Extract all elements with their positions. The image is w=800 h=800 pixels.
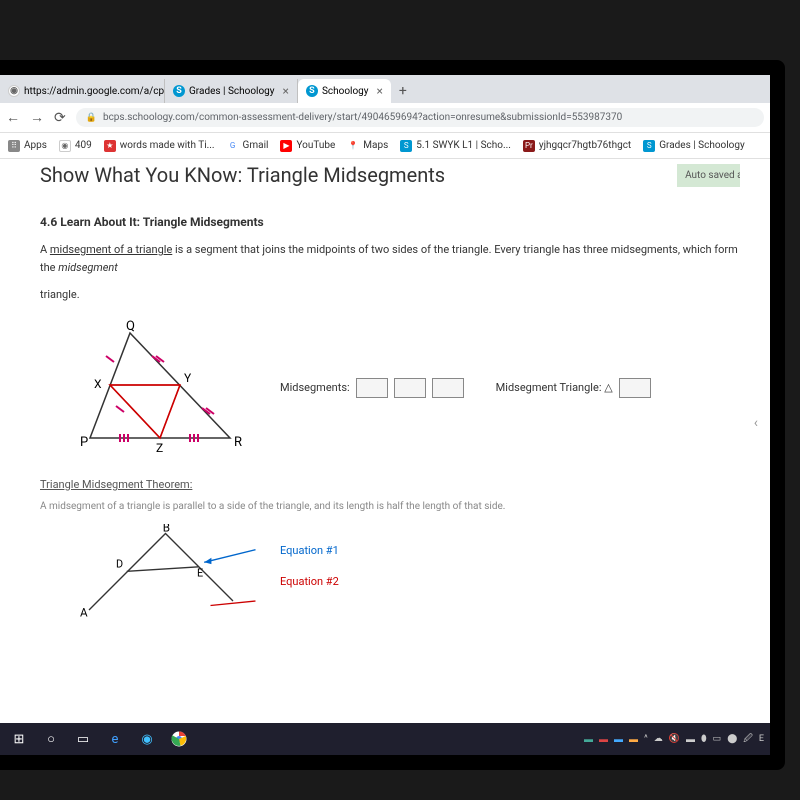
close-icon[interactable]: × [377, 84, 383, 98]
bookmark-youtube[interactable]: ▶YouTube [280, 140, 335, 152]
windows-taskbar: ⊞ ○ ▭ e ◉ ▬ ▬ ▬ ▬ ^ ☁ 🔇 ▬ ⬮ ▭ ⬤ 🖉 E [0, 723, 770, 755]
gmail-icon: G [227, 140, 239, 152]
chrome-icon[interactable] [166, 726, 192, 752]
page-content: Show What You KNow: Triangle Midsegments… [40, 159, 740, 719]
tray-icon[interactable]: ⬤ [727, 734, 737, 744]
schoology-icon: S [173, 85, 185, 97]
equation-labels: Equation #1 Equation #2 [280, 524, 339, 588]
autosave-badge: Auto saved at: 22 [677, 164, 740, 187]
edge-icon[interactable]: e [102, 726, 128, 752]
pr-icon: Pr [523, 140, 535, 152]
star-icon: ★ [104, 140, 116, 152]
intro-text-2: triangle. [40, 286, 740, 304]
vertex-a: A [80, 605, 88, 619]
tab-google-admin[interactable]: ◉ https://admin.google.com/a/cpa × [0, 79, 165, 103]
onedrive-icon[interactable]: ☁ [654, 734, 663, 744]
tray-text: E [759, 734, 764, 744]
figure-1: P Q R X Y Z Midsegments: Midsegment Tria… [70, 318, 740, 458]
intro-text: A midsegment of a triangle is a segment … [40, 241, 740, 276]
scroll-indicator[interactable]: ‹ [754, 415, 758, 431]
midsegment-input-1[interactable] [356, 378, 388, 398]
schoology-icon: S [643, 140, 655, 152]
bookmark-maps[interactable]: 📍Maps [347, 140, 388, 152]
tab-title: Schoology [322, 86, 369, 97]
figure-2: A B D E Equation #1 Equation #2 [80, 524, 740, 624]
vertex-r: R [234, 435, 242, 450]
bookmarks-bar: ⠿Apps ◉409 ★words made with Ti... GGmail… [0, 133, 770, 159]
triangle-abc-diagram: A B D E [80, 524, 260, 624]
midsegment-input-2[interactable] [394, 378, 426, 398]
midsegments-label: Midsegments: [280, 381, 350, 394]
midpoint-d: D [116, 557, 123, 570]
vertex-b: B [163, 524, 170, 535]
page-title: Show What You KNow: Triangle Midsegments [40, 163, 445, 187]
midpoint-z: Z [156, 441, 163, 455]
cortana-button[interactable]: ○ [38, 726, 64, 752]
bookmark-409[interactable]: ◉409 [59, 140, 92, 152]
bookmark-pr[interactable]: Pryjhgqcr7hgtb76thgct [523, 140, 631, 152]
tab-title: https://admin.google.com/a/cpa [24, 86, 165, 97]
section-title: 4.6 Learn About It: Triangle Midsegments [40, 215, 740, 229]
app-icon[interactable]: ◉ [134, 726, 160, 752]
schoology-icon: S [306, 85, 318, 97]
bookmark-words[interactable]: ★words made with Ti... [104, 140, 215, 152]
schoology-icon: S [400, 140, 412, 152]
forward-button[interactable]: → [30, 109, 44, 126]
url-text: bcps.schoology.com/common-assessment-del… [103, 112, 622, 123]
task-view-button[interactable]: ▭ [70, 726, 96, 752]
globe-icon: ◉ [8, 85, 20, 97]
start-button[interactable]: ⊞ [6, 726, 32, 752]
tab-grades[interactable]: S Grades | Schoology × [165, 79, 298, 103]
volume-icon[interactable]: 🔇 [669, 734, 680, 744]
tray-icon[interactable]: ▬ [599, 734, 608, 745]
midsegment-inputs: Midsegments: Midsegment Triangle: △ [280, 378, 651, 398]
bookmark-gmail[interactable]: GGmail [227, 140, 269, 152]
tray-icon[interactable]: ⬮ [701, 734, 707, 744]
apps-icon: ⠿ [8, 140, 20, 152]
tab-title: Grades | Schoology [189, 86, 275, 97]
youtube-icon: ▶ [280, 140, 292, 152]
url-input[interactable]: 🔒 bcps.schoology.com/common-assessment-d… [76, 108, 764, 127]
tray-chevron-icon[interactable]: ^ [644, 734, 648, 744]
equation-1-label: Equation #1 [280, 544, 339, 557]
bookmark-swyk[interactable]: S5.1 SWYK L1 | Scho... [400, 140, 511, 152]
triangle-pqr-diagram: P Q R X Y Z [70, 318, 250, 458]
midsegment-triangle-label: Midsegment Triangle: △ [496, 381, 613, 394]
midpoint-x: X [94, 377, 102, 391]
new-tab-button[interactable]: + [391, 79, 415, 103]
lock-icon: 🔒 [86, 113, 97, 123]
midsegment-triangle-input[interactable] [619, 378, 651, 398]
vertex-p: P [80, 435, 88, 450]
bookmark-grades[interactable]: SGrades | Schoology [643, 140, 745, 152]
midpoint-e: E [197, 566, 203, 579]
tray-icon[interactable]: ▬ [584, 734, 593, 745]
bookmark-apps[interactable]: ⠿Apps [8, 140, 47, 152]
browser-tabs: ◉ https://admin.google.com/a/cpa × S Gra… [0, 75, 770, 103]
tray-icon[interactable]: 🖉 [743, 731, 753, 747]
equation-2-label: Equation #2 [280, 575, 339, 588]
globe-icon: ◉ [59, 140, 71, 152]
tray-icon[interactable]: ▬ [629, 734, 638, 745]
theorem-text: A midsegment of a triangle is parallel t… [40, 501, 740, 512]
network-icon[interactable]: ▬ [686, 734, 695, 745]
midsegment-input-3[interactable] [432, 378, 464, 398]
midpoint-y: Y [184, 371, 192, 385]
tray-icon[interactable]: ▬ [614, 734, 623, 745]
back-button[interactable]: ← [6, 109, 20, 126]
theorem-title: Triangle Midsegment Theorem: [40, 478, 740, 491]
tab-schoology-active[interactable]: S Schoology × [298, 79, 391, 103]
reload-button[interactable]: ⟳ [54, 110, 66, 126]
vertex-q: Q [126, 319, 135, 334]
close-icon[interactable]: × [283, 84, 289, 98]
system-tray: ▬ ▬ ▬ ▬ ^ ☁ 🔇 ▬ ⬮ ▭ ⬤ 🖉 E [584, 731, 764, 747]
address-bar: ← → ⟳ 🔒 bcps.schoology.com/common-assess… [0, 103, 770, 133]
battery-icon[interactable]: ▭ [713, 734, 722, 744]
maps-icon: 📍 [347, 140, 359, 152]
